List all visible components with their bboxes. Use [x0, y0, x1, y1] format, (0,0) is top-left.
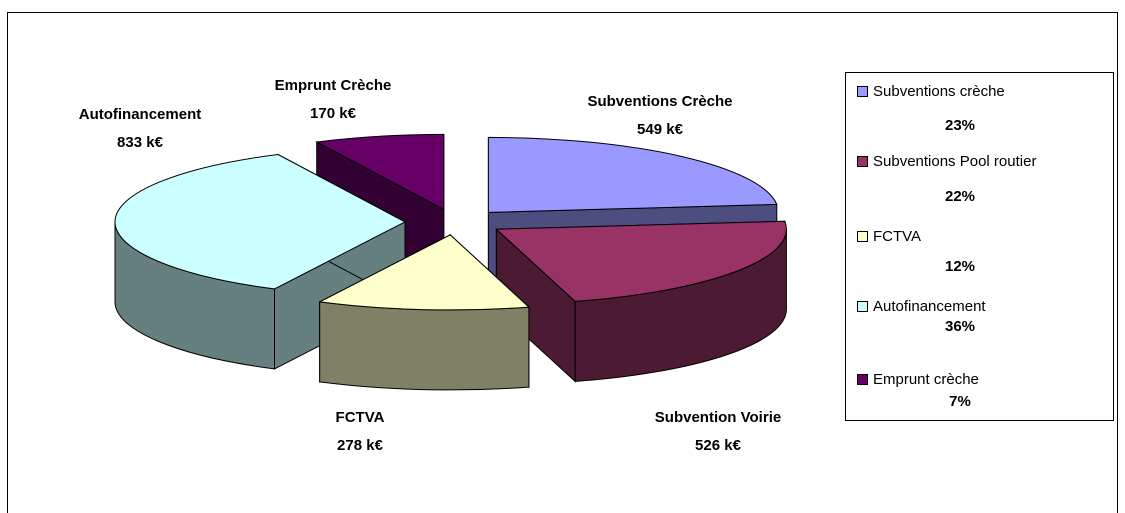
slice [495, 220, 787, 383]
legend-swatch [857, 156, 868, 167]
legend-percent: 12% [945, 258, 975, 275]
slice-wall [319, 301, 530, 391]
legend-swatch [857, 86, 868, 97]
slice-value: 526 k€ [695, 437, 742, 454]
legend-swatch [857, 301, 868, 312]
legend-percent: 23% [945, 117, 975, 134]
slice-value: 170 k€ [310, 105, 357, 122]
pie [114, 133, 787, 391]
labels: Subventions Crèche 549 k€ Subvention Voiri… [79, 77, 1037, 454]
legend-percent: 36% [945, 318, 975, 335]
slice [318, 233, 531, 391]
slice-top [318, 234, 531, 311]
legend-swatch [857, 231, 868, 242]
slice-top [495, 220, 787, 302]
slice-value: 833 k€ [117, 134, 164, 151]
slice-value: 549 k€ [637, 121, 684, 138]
slice-label: Emprunt Crèche [275, 77, 392, 94]
legend-label: FCTVA [873, 228, 921, 245]
slice-label: Autofinancement [79, 106, 202, 123]
legend-percent: 22% [945, 188, 975, 205]
slice-label: FCTVA [336, 409, 385, 426]
legend-swatch [857, 374, 868, 385]
legend-label: Subventions Pool routier [873, 153, 1036, 170]
slice-top [114, 153, 407, 290]
legend-label: Subventions crèche [873, 83, 1005, 100]
slice-top [315, 133, 445, 211]
legend-label: Emprunt crèche [873, 371, 979, 388]
slice-top [487, 136, 778, 213]
legend-percent: 7% [949, 393, 971, 410]
legend-box [845, 72, 1114, 421]
slice-label: Subventions Crèche [587, 93, 732, 110]
slice-label: Subvention Voirie [655, 409, 781, 426]
legend-label: Autofinancement [873, 298, 986, 315]
slice-value: 278 k€ [337, 437, 384, 454]
